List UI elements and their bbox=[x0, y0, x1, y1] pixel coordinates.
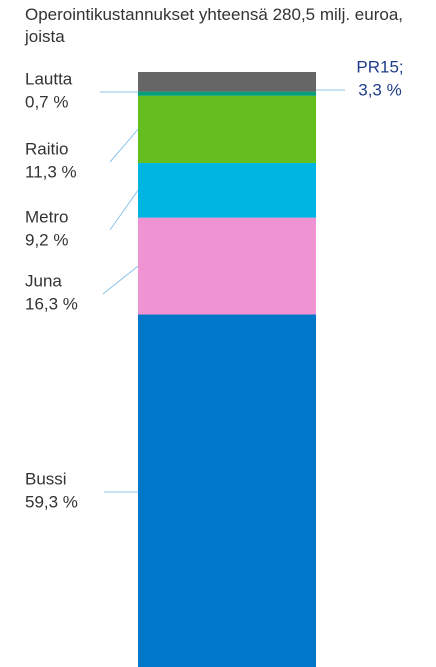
bar-segment bbox=[138, 95, 316, 163]
leader-line bbox=[109, 129, 139, 163]
leader-line bbox=[102, 265, 139, 295]
segment-label: PR15; bbox=[356, 57, 403, 76]
bar-segment bbox=[138, 72, 316, 92]
value-label: 9,2 % bbox=[25, 230, 68, 249]
value-label: 3,3 % bbox=[358, 80, 401, 99]
segment-label: Raitio bbox=[25, 139, 68, 158]
leader-line bbox=[109, 189, 139, 231]
value-label: 11,3 % bbox=[25, 162, 77, 181]
segment-label: Bussi bbox=[25, 469, 67, 488]
value-label: 16,3 % bbox=[25, 294, 78, 313]
bar-segment bbox=[138, 314, 316, 667]
bar-segment bbox=[138, 91, 316, 96]
bar-segment bbox=[138, 162, 316, 218]
chart-title: Operointikustannukset yhteensä 280,5 mil… bbox=[25, 5, 404, 46]
value-label: 0,7 % bbox=[25, 92, 68, 111]
segment-label: Juna bbox=[25, 271, 62, 290]
segment-label: Metro bbox=[25, 207, 68, 226]
bar-segment bbox=[138, 217, 316, 315]
value-label: 59,3 % bbox=[25, 492, 78, 511]
segment-label: Lautta bbox=[25, 69, 73, 88]
